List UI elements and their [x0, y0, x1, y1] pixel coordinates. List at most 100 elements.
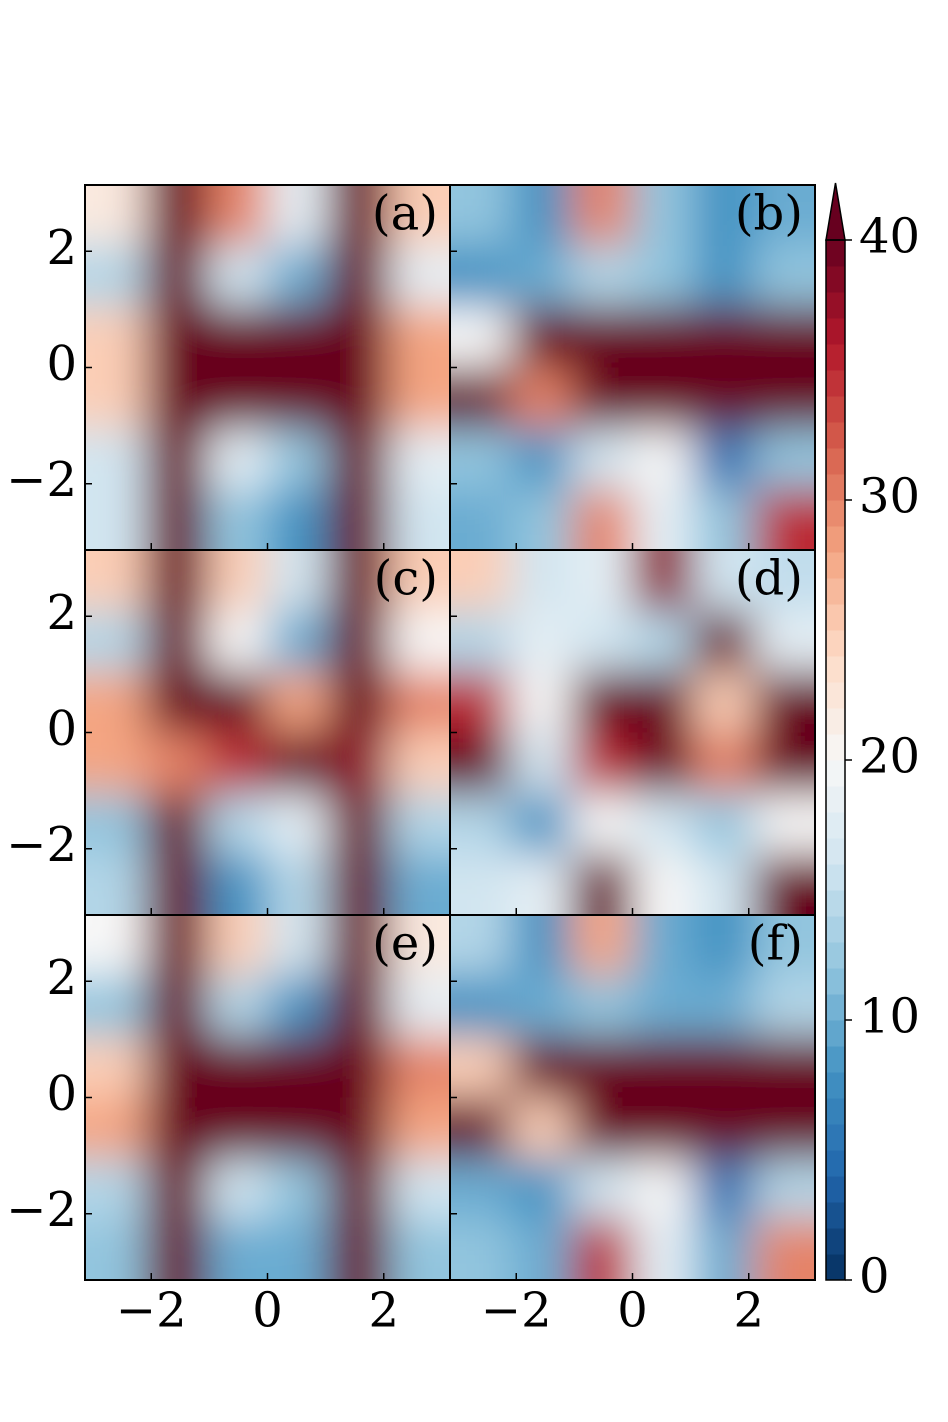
y-tick-label: 2 — [46, 585, 77, 641]
field-cell — [206, 732, 269, 795]
field-cell — [693, 975, 756, 1038]
field-cell — [571, 854, 634, 915]
field-cell — [693, 367, 756, 430]
field-cell — [145, 1036, 208, 1099]
panel-clip — [85, 915, 450, 1280]
field-cell — [450, 793, 512, 856]
field-cell — [328, 489, 391, 550]
field-cell — [389, 975, 450, 1038]
field-cell — [389, 428, 450, 491]
colorbar-level — [826, 1098, 845, 1125]
field-cell — [85, 185, 147, 247]
panel-clip — [450, 550, 815, 915]
field-cell — [389, 671, 450, 734]
colorbar-level — [826, 786, 845, 813]
field-cell — [632, 915, 695, 977]
field-cell — [267, 915, 330, 977]
colorbar-tick-label: 10 — [859, 989, 920, 1045]
field-cell — [206, 1219, 269, 1280]
field-cell — [450, 671, 512, 734]
field-cell — [85, 245, 147, 308]
colorbar-level — [826, 708, 845, 735]
field-cell — [206, 1097, 269, 1160]
field-cell — [571, 671, 634, 734]
field-cell — [267, 1219, 330, 1280]
field-cell — [632, 732, 695, 795]
field-cell — [510, 550, 573, 612]
field-cell — [267, 1036, 330, 1099]
field-cell — [450, 550, 512, 612]
field-cell — [328, 550, 391, 612]
colorbar-level — [826, 942, 845, 969]
field-cell — [328, 1158, 391, 1221]
field-cell — [571, 610, 634, 673]
field-cell — [206, 975, 269, 1038]
field-cell — [389, 489, 450, 550]
field-cell — [267, 1097, 330, 1160]
colorbar-level — [826, 1124, 845, 1151]
field-cell — [206, 185, 269, 247]
x-tick-label: 0 — [252, 1283, 283, 1339]
field-cell — [267, 185, 330, 247]
y-tick-label: 0 — [46, 336, 77, 392]
field-cell — [389, 306, 450, 369]
field-cell — [206, 306, 269, 369]
field-cell — [693, 671, 756, 734]
field-cell — [145, 306, 208, 369]
field-cell — [389, 1158, 450, 1221]
panel-label: (e) — [372, 916, 438, 972]
field-cell — [754, 1097, 815, 1160]
colorbar-tick-label: 0 — [859, 1249, 890, 1305]
field-cell — [754, 1036, 815, 1099]
y-tick-label: 2 — [46, 220, 77, 276]
field-cell — [145, 1219, 208, 1280]
colorbar-level — [826, 1254, 845, 1281]
field-cell — [693, 550, 756, 612]
field-cell — [571, 793, 634, 856]
y-tick-label: −2 — [6, 452, 77, 508]
field-cell — [754, 915, 815, 977]
colorbar-level — [826, 318, 845, 345]
field-cell — [267, 975, 330, 1038]
field-cell — [632, 550, 695, 612]
field — [450, 915, 815, 1280]
panel-label: (a) — [372, 186, 438, 242]
colorbar-level — [826, 292, 845, 319]
field — [450, 550, 815, 915]
field-cell — [328, 245, 391, 308]
field-cell — [450, 367, 512, 430]
field-cell — [632, 428, 695, 491]
field-cell — [693, 428, 756, 491]
colorbar-level — [826, 656, 845, 683]
field-cell — [693, 185, 756, 247]
field-cell — [754, 489, 815, 550]
colorbar-level — [826, 1072, 845, 1099]
field-cell — [510, 185, 573, 247]
field-cell — [389, 185, 450, 247]
field-cell — [328, 1097, 391, 1160]
field-cell — [510, 367, 573, 430]
field-cell — [693, 610, 756, 673]
colorbar-level — [826, 994, 845, 1021]
colorbar-level — [826, 1150, 845, 1177]
colorbar-level — [826, 266, 845, 293]
field-cell — [145, 610, 208, 673]
field-cell — [571, 1036, 634, 1099]
field-cell — [632, 489, 695, 550]
colorbar-level — [826, 526, 845, 553]
field-cell — [389, 915, 450, 977]
field-cell — [450, 306, 512, 369]
field-cell — [206, 489, 269, 550]
field-cell — [693, 489, 756, 550]
field-cell — [389, 1097, 450, 1160]
field-cell — [632, 610, 695, 673]
colorbar-level — [826, 1176, 845, 1203]
colorbar-level — [826, 916, 845, 943]
field-cell — [632, 1097, 695, 1160]
field-cell — [389, 367, 450, 430]
x-tick-label: 0 — [617, 1283, 648, 1339]
field — [450, 185, 815, 550]
colorbar-level — [826, 344, 845, 371]
field-cell — [571, 185, 634, 247]
field-cell — [571, 1219, 634, 1280]
